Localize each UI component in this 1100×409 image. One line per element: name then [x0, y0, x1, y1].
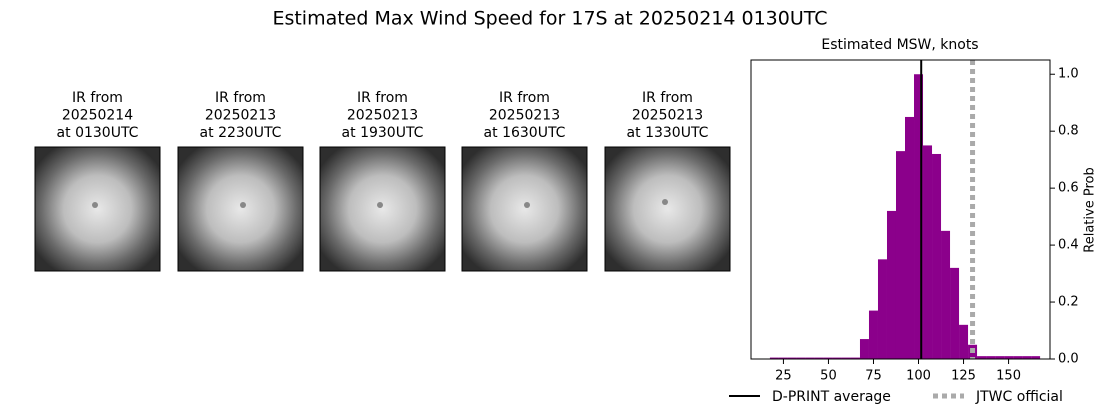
panel-label: at 0130UTC [57, 125, 139, 141]
panel-label: 20250213 [489, 108, 560, 124]
y-tick-label: 0.0 [1058, 352, 1079, 367]
storm-eye [92, 202, 98, 208]
legend-label: JTWC official [975, 389, 1063, 405]
plot-frame [750, 59, 1051, 360]
ir-image [319, 146, 446, 272]
histogram-bar [769, 357, 779, 359]
histogram-bar [923, 145, 933, 359]
panel-label: 20250213 [632, 108, 703, 124]
ir-image [461, 146, 588, 272]
histogram-bar [868, 310, 878, 359]
histogram-bar [778, 357, 788, 359]
histogram-bar [905, 116, 915, 359]
ir-image [34, 146, 161, 272]
y-tick-label: 0.2 [1058, 295, 1079, 310]
x-tick-label: 25 [775, 369, 792, 384]
histogram-bar [995, 356, 1005, 359]
histogram-bar [877, 259, 887, 359]
histogram-bar [914, 74, 924, 359]
storm-eye [377, 202, 383, 208]
panel-label: at 1330UTC [627, 125, 709, 141]
panel-label: IR from [499, 90, 550, 106]
histogram-bar [832, 357, 842, 359]
panel-label: IR from [215, 90, 266, 106]
histogram-bar [959, 324, 969, 359]
histogram-bar [895, 151, 906, 359]
y-tick-label: 0.8 [1058, 124, 1079, 139]
histogram-bar [977, 356, 987, 359]
histogram-bar [1031, 356, 1041, 359]
x-tick-label: 75 [865, 369, 882, 384]
chart-title: Estimated Max Wind Speed for 17S at 2025… [272, 8, 827, 30]
x-tick-label: 150 [996, 369, 1021, 384]
histogram-bar [1013, 356, 1023, 359]
histogram-bar [950, 267, 960, 359]
panel-label: 20250214 [62, 108, 133, 124]
y-axis-label: Relative Prob [1083, 167, 1098, 252]
panel-label: IR from [357, 90, 408, 106]
panel-label: 20250213 [347, 108, 418, 124]
y-tick-label: 0.6 [1058, 181, 1079, 196]
storm-eye [662, 199, 668, 205]
histogram-bar [823, 357, 833, 359]
histogram-bar [787, 357, 797, 359]
histogram-bar [986, 356, 996, 359]
histogram-bar [859, 339, 869, 359]
legend-label: D-PRINT average [772, 389, 891, 405]
histogram-bar [850, 357, 860, 359]
panel-label: 20250213 [205, 108, 276, 124]
panel-label: at 1630UTC [484, 125, 566, 141]
panel-label: at 2230UTC [200, 125, 282, 141]
panel-label: IR from [72, 90, 123, 106]
histogram-bar [886, 210, 896, 359]
subplot-title: Estimated MSW, knots [821, 37, 978, 53]
histogram-bar [932, 153, 942, 359]
storm-eye [240, 202, 246, 208]
x-tick-label: 125 [951, 369, 976, 384]
x-tick-label: 50 [820, 369, 837, 384]
histogram-bar [941, 230, 951, 359]
storm-eye [524, 202, 530, 208]
y-tick-label: 1.0 [1058, 67, 1079, 82]
histogram-bar [841, 357, 851, 359]
histogram-bar [796, 357, 806, 359]
histogram-bar [1004, 356, 1014, 359]
ir-image [177, 146, 304, 272]
panel-label: IR from [642, 90, 693, 106]
ir-image [604, 146, 731, 272]
x-tick-label: 100 [906, 369, 931, 384]
histogram-bar [1022, 356, 1032, 359]
panel-label: at 1930UTC [342, 125, 424, 141]
histogram-bar [814, 357, 824, 359]
histogram-bar [805, 357, 815, 359]
y-tick-label: 0.4 [1058, 238, 1079, 253]
